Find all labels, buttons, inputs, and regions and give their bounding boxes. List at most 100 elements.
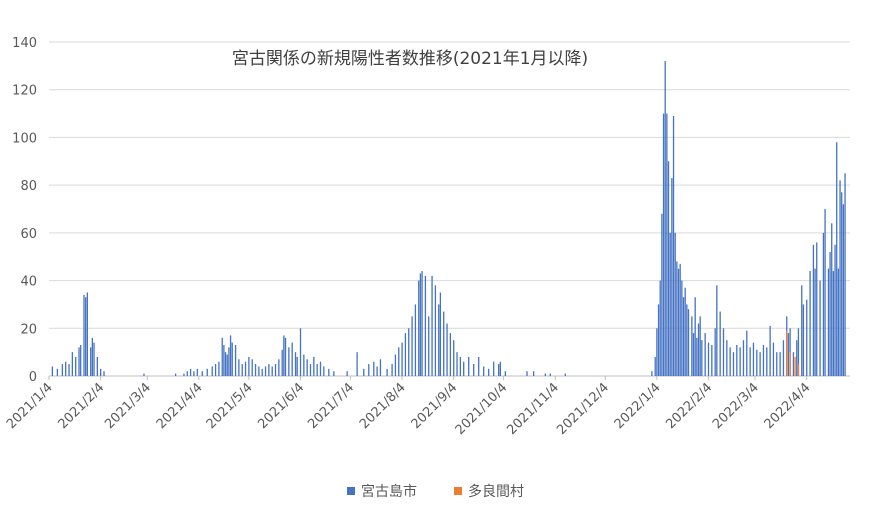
bar-miyakojima (68, 364, 70, 376)
bar-miyakojima (65, 361, 67, 376)
bar-miyakojima (836, 142, 838, 376)
bar-miyakojima (234, 344, 237, 376)
bar-miyakojima (732, 352, 735, 376)
bar-miyakojima (667, 161, 670, 376)
bar-miyakojima (671, 177, 673, 376)
bar-miyakojima (288, 347, 290, 376)
bar-miyakojima (722, 328, 725, 376)
bar-miyakojima (251, 359, 253, 376)
bar-miyakojima (749, 347, 751, 376)
x-tick-label: 2021/1/4 (4, 380, 56, 432)
bar-miyakojima (223, 344, 225, 376)
bar-miyakojima (759, 352, 761, 376)
bar-miyakojima (669, 232, 671, 376)
bar-miyakojima (829, 251, 831, 376)
bar-miyakojima (796, 340, 798, 376)
bar-miyakojima (726, 340, 728, 376)
y-tick-label: 60 (20, 227, 37, 242)
bar-miyakojima (719, 311, 721, 376)
bar-miyakojima (766, 347, 768, 376)
x-tick-label: 2022/2/4 (663, 380, 715, 432)
bar-miyakojima (78, 347, 80, 376)
bar-miyakojima (231, 342, 233, 376)
bar-miyakojima (463, 361, 465, 376)
x-tick-label: 2022/4/4 (762, 380, 814, 432)
bar-miyakojima (83, 294, 85, 376)
y-tick-label: 140 (12, 36, 37, 51)
bar-miyakojima (434, 285, 437, 376)
bar-taramason (786, 330, 788, 376)
bar-miyakojima (456, 352, 458, 376)
bar-miyakojima (666, 113, 668, 376)
x-tick-label: 2021/3/4 (102, 380, 154, 432)
bar-miyakojima (363, 368, 365, 376)
bar-miyakojima (174, 373, 177, 376)
bar-miyakojima (446, 323, 448, 376)
bar-miyakojima (459, 356, 462, 376)
y-tick-label: 0 (29, 370, 37, 385)
bar-miyakojima (189, 368, 192, 376)
bar-miyakojima (694, 297, 696, 376)
bar-miyakojima (80, 344, 82, 376)
bar-miyakojima (806, 299, 808, 376)
bar-miyakojima (206, 368, 208, 376)
bar-miyakojima (498, 364, 500, 376)
bar-miyakojima (323, 366, 325, 376)
bar-miyakojima (449, 333, 452, 376)
x-tick-label: 2021/2/4 (56, 380, 108, 432)
bar-miyakojima (421, 271, 423, 376)
bar-miyakojima (832, 271, 835, 376)
bar-miyakojima (418, 280, 420, 376)
bar-miyakojima (85, 297, 87, 376)
bar-miyakojima (143, 373, 145, 376)
bar-miyakojima (424, 275, 427, 376)
bar-miyakojima (729, 347, 731, 376)
bar-miyakojima (299, 328, 302, 376)
bar-miyakojima (71, 352, 74, 376)
bar-miyakojima (782, 340, 785, 376)
bar-miyakojima (186, 371, 188, 376)
bar-miyakojima (802, 304, 805, 376)
bar-miyakojima (842, 204, 845, 376)
x-tick-label: 2021/10/4 (453, 380, 511, 438)
bar-miyakojima (196, 368, 198, 376)
bar-miyakojima (93, 342, 95, 376)
bar-miyakojima (100, 368, 102, 376)
bar-miyakojima (711, 344, 713, 376)
bar-miyakojima (431, 275, 433, 376)
bar-miyakojima (319, 361, 322, 376)
bar-miyakojima (428, 316, 430, 376)
bar-miyakojima (224, 352, 227, 376)
bars (51, 61, 846, 377)
x-tick-label: 2021/11/4 (504, 380, 562, 438)
bar-miyakojima (291, 342, 293, 376)
bar-miyakojima (651, 371, 653, 376)
bar-miyakojima (258, 366, 260, 376)
bar-miyakojima (278, 359, 280, 376)
bar-miyakojima (228, 347, 230, 376)
bar-miyakojima (824, 209, 826, 376)
bar-miyakojima (493, 361, 495, 376)
bar-miyakojima (201, 371, 203, 376)
bar-miyakojima (504, 371, 506, 376)
bar-miyakojima (714, 328, 716, 376)
bar-miyakojima (183, 373, 185, 376)
bar-miyakojima (306, 359, 308, 376)
bar-miyakojima (697, 323, 700, 376)
bar-miyakojima (398, 347, 400, 376)
bar-miyakojima (654, 356, 656, 376)
x-tick-label: 2022/3/4 (710, 380, 762, 432)
bar-miyakojima (716, 285, 718, 376)
gridlines (49, 41, 850, 377)
bar-miyakojima (684, 287, 686, 376)
bar-miyakojima (61, 364, 64, 376)
bar-miyakojima (819, 280, 821, 376)
bar-miyakojima (779, 352, 781, 376)
bar-miyakojima (419, 273, 422, 376)
legend-swatch (454, 487, 462, 495)
x-tick-label: 2021/4/4 (154, 380, 206, 432)
x-tick-label: 2022/1/4 (612, 380, 664, 432)
chart-title: 宮古関係の新規陽性者数推移(2021年1月以降) (232, 49, 588, 69)
